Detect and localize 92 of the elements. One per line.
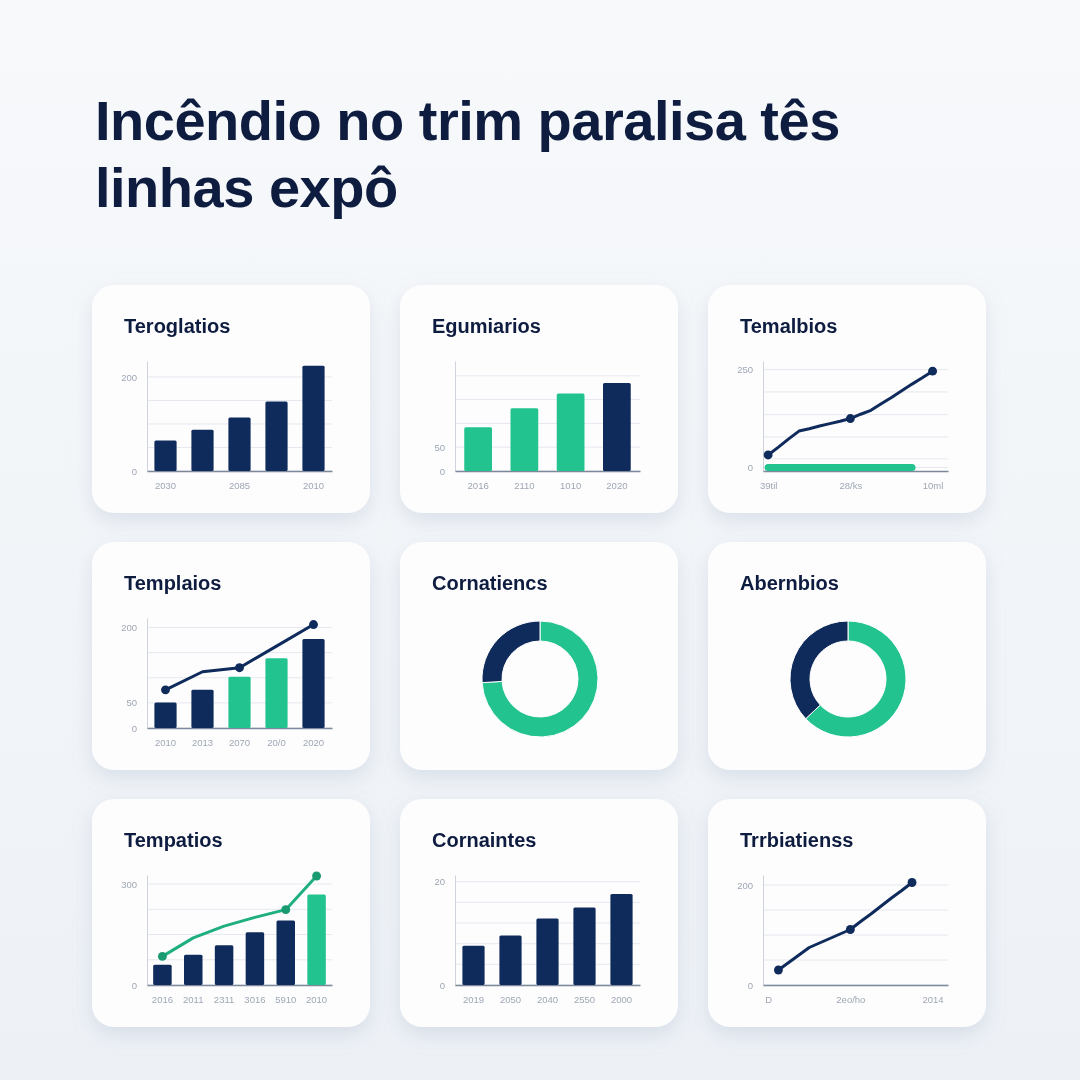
y-tick-label: 0 <box>439 465 445 477</box>
y-tick-label: 0 <box>747 462 753 474</box>
point <box>312 871 322 881</box>
point <box>309 620 318 629</box>
bar <box>510 408 539 471</box>
x-tick-label: 2010 <box>302 479 325 491</box>
point <box>161 685 170 695</box>
chart-title: Cornaintes <box>432 829 537 851</box>
y-tick-label: 50 <box>434 441 445 453</box>
bar <box>154 702 177 728</box>
bar <box>302 365 325 471</box>
point <box>763 450 773 460</box>
bar <box>464 427 492 471</box>
point <box>845 925 855 934</box>
bar <box>610 894 633 985</box>
bar <box>228 417 251 471</box>
y-tick-label: 250 <box>737 364 753 376</box>
text: Incêndio no trim paralisa tês linhas expô <box>95 89 840 219</box>
donut-slice <box>481 620 599 738</box>
x-tick-label: 2311 <box>213 993 235 1005</box>
x-tick-label: 2050 <box>499 993 522 1005</box>
x-tick-label: 2016 <box>151 993 173 1005</box>
bar <box>214 945 234 985</box>
x-tick-label: 20/0 <box>267 736 286 748</box>
bar <box>536 918 559 985</box>
bar <box>556 393 585 471</box>
x-tick-label: 2020 <box>606 479 628 491</box>
x-tick-label: 28/ks <box>839 479 863 491</box>
x-tick-label: 1010 <box>560 479 582 491</box>
point <box>773 965 783 975</box>
bar <box>154 440 177 471</box>
x-tick-label: 2eo/ho <box>836 993 866 1005</box>
x-tick-label: D <box>765 993 773 1005</box>
bar <box>191 689 214 728</box>
chart-title: Trrbiatienss <box>740 829 854 851</box>
x-tick-label: 10ml <box>922 479 944 491</box>
bar <box>265 658 288 728</box>
point <box>928 366 938 376</box>
x-tick-label: 2040 <box>536 993 559 1005</box>
bar <box>307 894 326 985</box>
x-tick-label: 2010 <box>154 736 177 748</box>
bar <box>302 639 325 728</box>
bar <box>265 401 288 471</box>
chart-title: Abernbios <box>740 572 839 594</box>
y-tick-label: 200 <box>737 879 753 891</box>
point <box>235 663 244 673</box>
x-tick-label: 2019 <box>462 993 485 1005</box>
chart-title: Templaios <box>124 572 222 594</box>
y-tick-label: 300 <box>121 878 137 890</box>
chart-title: Cornatiencs <box>432 572 548 594</box>
bar <box>245 932 265 985</box>
y-tick-label: 0 <box>131 979 137 991</box>
x-tick-label: 2010 <box>306 993 328 1005</box>
y-tick-label: 0 <box>439 979 445 991</box>
bar <box>462 945 485 985</box>
bar <box>603 382 631 471</box>
bar <box>276 920 295 985</box>
x-tick-label: 3016 <box>244 993 266 1005</box>
bar <box>228 676 251 728</box>
y-tick-label: 0 <box>747 979 753 991</box>
x-tick-label: 2011 <box>183 993 204 1005</box>
x-tick-label: 2013 <box>191 736 214 748</box>
y-tick-label: 0 <box>131 465 137 477</box>
point <box>281 905 291 915</box>
point <box>157 951 167 961</box>
y-tick-label: 0 <box>131 722 137 734</box>
x-tick-label: 2016 <box>467 479 489 491</box>
x-tick-label: 2030 <box>154 479 177 491</box>
x-tick-label: 2020 <box>302 736 325 748</box>
point <box>907 878 917 887</box>
bar <box>184 954 203 985</box>
chart-title: Tempatios <box>124 829 223 851</box>
x-tick-label: 2014 <box>922 993 944 1005</box>
chart-title: Teroglatios <box>124 315 231 337</box>
x-tick-label: 2085 <box>228 479 251 491</box>
y-tick-label: 20 <box>434 876 445 888</box>
y-tick-label: 200 <box>121 371 137 383</box>
bar <box>191 429 214 471</box>
point <box>845 414 855 423</box>
x-tick-label: 2000 <box>610 993 633 1005</box>
bar <box>573 907 596 985</box>
x-tick-label: 2550 <box>573 993 596 1005</box>
x-tick-label: 5910 <box>275 993 297 1005</box>
bar <box>499 935 522 985</box>
x-tick-label: 39til <box>759 479 778 491</box>
y-tick-label: 200 <box>121 622 137 634</box>
y-tick-label: 50 <box>126 697 137 709</box>
x-tick-label: 2110 <box>514 479 535 491</box>
x-tick-label: 2070 <box>228 736 251 748</box>
chart-title: Egumiarios <box>432 315 541 337</box>
chart-title: Temalbios <box>740 315 838 337</box>
bar <box>153 964 172 985</box>
